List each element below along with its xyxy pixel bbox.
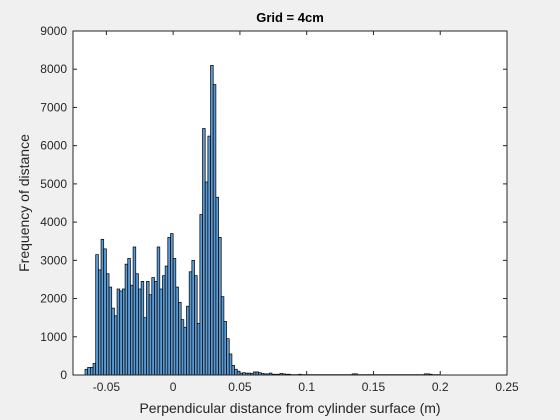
histogram-bar (170, 233, 174, 376)
histogram-bar (130, 284, 134, 376)
histogram-bar (100, 238, 105, 376)
histogram-bar (98, 269, 102, 376)
histogram-bar (218, 237, 222, 376)
y-tick-label: 9000 (40, 24, 67, 38)
histogram-bar (127, 258, 131, 376)
histogram-bar (162, 275, 166, 376)
y-tick-label: 1000 (40, 330, 67, 344)
y-tick-label: 6000 (40, 139, 67, 153)
y-tick-label: 5000 (40, 177, 67, 191)
histogram-bar (90, 367, 94, 376)
histogram-bar (159, 288, 163, 376)
y-tick-label: 3000 (40, 253, 67, 267)
x-tick-label: 0.15 (362, 380, 386, 394)
histogram-bar (199, 214, 203, 376)
histogram-bar (172, 258, 177, 376)
histogram-bar (151, 277, 155, 376)
y-axis: 0 1000 2000 3000 4000 5000 6000 7000 8000 9000 (40, 24, 507, 382)
histogram-bar (228, 353, 233, 376)
histogram-bar (122, 288, 126, 376)
histogram-bar (196, 323, 201, 376)
x-tick-label: 0.25 (495, 380, 519, 394)
histogram-bar (186, 305, 190, 376)
histogram-bar (111, 307, 115, 376)
y-tick-label: 2000 (40, 292, 67, 306)
histogram-bar (124, 263, 129, 376)
histogram-bar (220, 296, 225, 376)
histogram-bar (234, 368, 238, 376)
histogram-bar (138, 288, 142, 376)
histogram-bar (194, 275, 198, 376)
histogram-bar (114, 315, 118, 376)
histogram-bar (87, 367, 91, 376)
x-tick-label: 0 (170, 380, 177, 394)
histogram-bar (106, 273, 110, 376)
histogram-bar (132, 246, 137, 376)
histogram-bar (146, 281, 150, 376)
histogram-bar (212, 84, 217, 376)
histogram-bar (226, 338, 230, 376)
x-tick-label: 0.2 (432, 380, 449, 394)
x-axis: -0.05 0 0.05 0.1 0.15 0.2 0.25 (93, 31, 519, 394)
histogram-bar (143, 317, 147, 376)
histogram-bar (103, 248, 107, 376)
x-tick-label: -0.05 (93, 380, 121, 394)
histogram-bar (84, 368, 89, 376)
histogram-bar (108, 286, 113, 376)
histogram-bar (135, 273, 139, 376)
histogram-bar (215, 196, 219, 376)
histogram-bar (167, 237, 171, 376)
histogram-bar (140, 281, 145, 376)
histogram-bar (204, 181, 209, 376)
histogram-bar (210, 65, 214, 376)
histogram-bar (119, 290, 123, 376)
histogram-bar (95, 254, 99, 376)
y-tick-label: 8000 (40, 62, 67, 76)
histogram-bar (154, 281, 158, 376)
histogram-bar (180, 319, 185, 376)
histogram-bar (202, 128, 206, 376)
y-tick-label: 7000 (40, 100, 67, 114)
axes-box (72, 30, 508, 376)
y-tick-label: 0 (60, 368, 67, 382)
histogram-bar (148, 294, 153, 376)
y-tick-label: 4000 (40, 215, 67, 229)
histogram-bar (231, 365, 235, 376)
histogram-bar (92, 363, 97, 376)
histogram-bar (178, 302, 182, 376)
histogram-bar (116, 288, 121, 376)
x-tick-label: 0.05 (228, 380, 252, 394)
histogram-bar (191, 259, 195, 376)
histogram-bar (207, 135, 211, 376)
histogram-bar (156, 246, 161, 376)
histogram-bar (175, 286, 179, 376)
chart-title: Grid = 4cm (256, 10, 324, 25)
histogram-bar (188, 271, 193, 376)
histogram-bar (223, 321, 227, 376)
y-axis-label: Frequency of distance (16, 134, 32, 272)
x-tick-label: 0.1 (298, 380, 315, 394)
x-axis-label: Perpendicular distance from cylinder sur… (139, 400, 440, 416)
histogram-bar (183, 326, 187, 376)
histogram-bar (164, 265, 169, 376)
